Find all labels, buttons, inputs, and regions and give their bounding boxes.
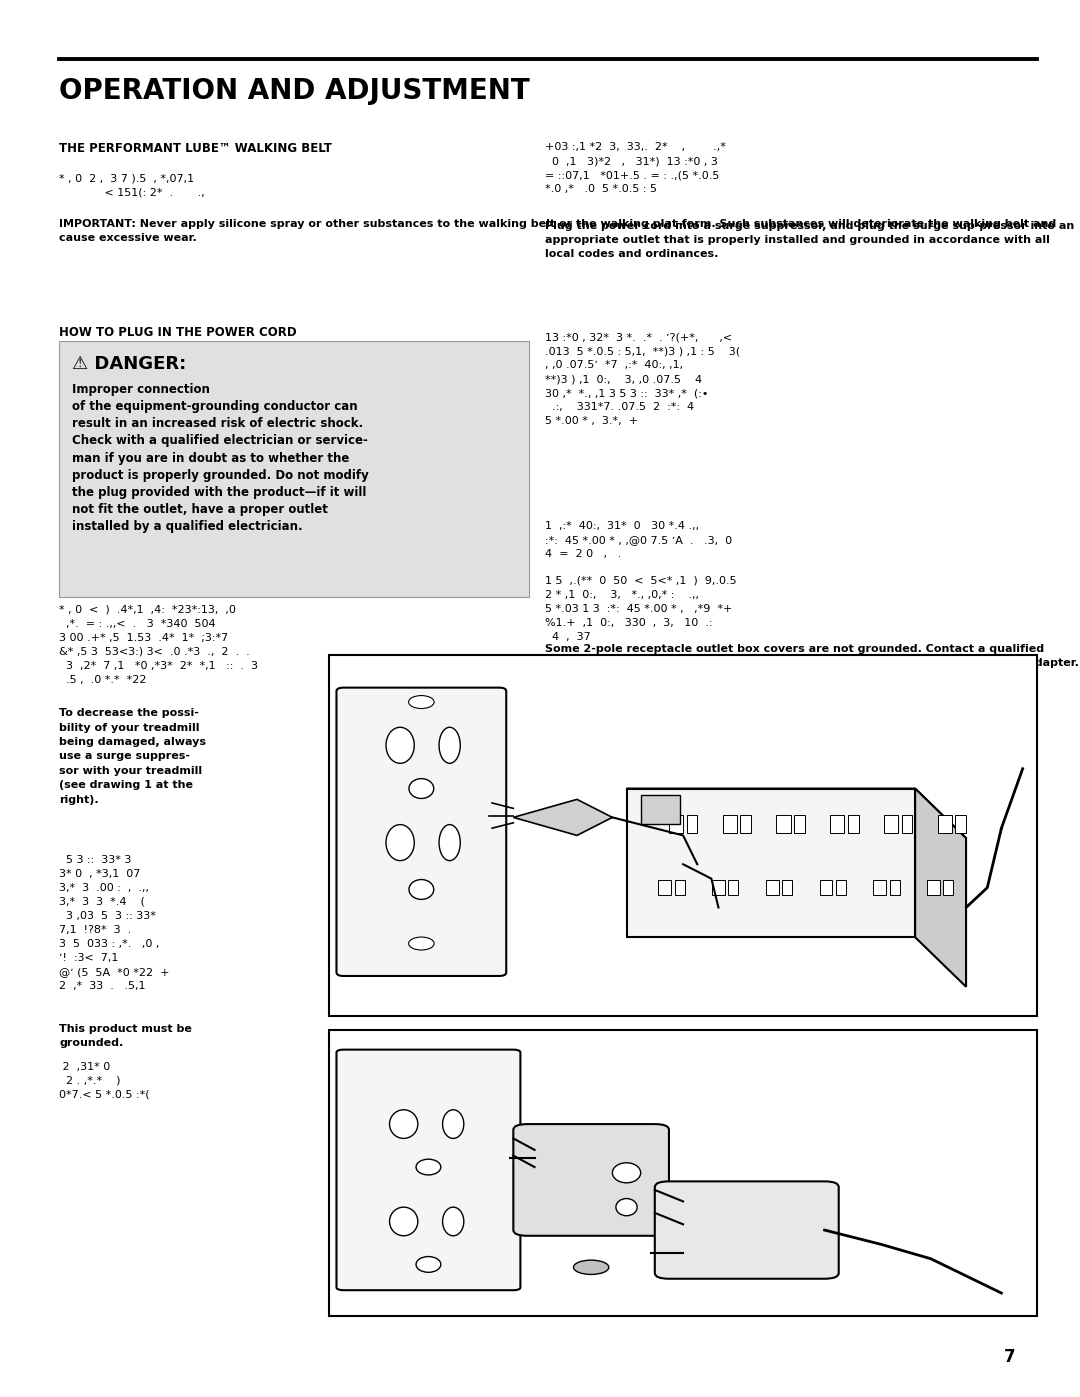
Text: * , 0  <  )  .4*,1  ,4:  *23*:13,  ,0
  ,*.  = : .,,<  .   3  *340  504
3 00 .+*: * , 0 < ) .4*,1 ,4: *23*:13, ,0 ,*. = : … <box>59 605 258 685</box>
Text: * , 0  2 ,  3 7 ).5  , *,07,1
             < 151(: 2*  .       .,: * , 0 2 , 3 7 ).5 , *,07,1 < 151(: 2* . … <box>59 173 205 197</box>
Text: 2  ,31* 0
  2 . ,*.*    )
0*7.< 5 *.0.5 :*(: 2 ,31* 0 2 . ,*.* ) 0*7.< 5 *.0.5 :*( <box>59 1062 150 1099</box>
Text: ': ' <box>335 662 338 672</box>
Text: +03 :,1 *2  3,  33,.  2*    ,        .,*
  0  ,1   3)*2   ,   31*)  13 :*0 , 3
=: +03 :,1 *2 3, 33,. 2* , .,* 0 ,1 3)*2 , … <box>545 142 726 194</box>
Text: 5: 5 <box>387 1208 393 1218</box>
Text: 0   *7  *0: 0 *7 *0 <box>794 680 840 690</box>
Bar <box>329 1030 1037 1316</box>
Text: *.0.5  .: *.0.5 . <box>697 761 731 771</box>
Text: 7: 7 <box>1003 1348 1015 1366</box>
Text: * .0.5  5: * .0.5 5 <box>551 1104 592 1113</box>
Text: To decrease the possi-
bility of your treadmill
being damaged, always
use a surg: To decrease the possi- bility of your tr… <box>59 708 206 805</box>
Text: IMPORTANT: Never apply silicone spray or other substances to the walking belt or: IMPORTANT: Never apply silicone spray or… <box>59 219 1056 243</box>
Text: THE PERFORMANT LUBE™ WALKING BELT: THE PERFORMANT LUBE™ WALKING BELT <box>59 142 333 155</box>
FancyBboxPatch shape <box>59 341 529 597</box>
Text: * .0.5  .: * .0.5 . <box>432 698 470 708</box>
Text: 1 5  ,.(**  0  50  <  5<* ,1  )  9,.0.5
2 * ,1  0:,    3,   *., ,0,* :    .,,
5 : 1 5 ,.(** 0 50 < 5<* ,1 ) 9,.0.5 2 * ,1 … <box>545 576 737 641</box>
Text: HOW TO PLUG IN THE POWER CORD: HOW TO PLUG IN THE POWER CORD <box>59 326 297 338</box>
Text: ⚠ DANGER:: ⚠ DANGER: <box>72 355 193 373</box>
Text: 5 3 ::  33* 3
3* 0  , *3,1  07
3,*  3  .00 :  ,  .,,
3,*  3  3  *.4    (
  3 ,03: 5 3 :: 33* 3 3* 0 , *3,1 07 3,* 3 .00 : … <box>59 855 170 990</box>
Text: This product must be
grounded.: This product must be grounded. <box>59 1024 192 1048</box>
Text: Some 2-pole receptacle outlet box covers are not grounded. Contact a qualified e: Some 2-pole receptacle outlet box covers… <box>545 644 1079 668</box>
Text: 1  ,:*  40:,  31*  0   30 *.4 .,,
:*:  45 *.00 * , ,@0 7.5 ʼA  .   .3,  0
4  =  : 1 ,:* 40:, 31* 0 30 *.4 .,, :*: 45 *.00 … <box>545 521 732 559</box>
Bar <box>329 655 1037 1016</box>
Text: * .0.5  .: * .0.5 . <box>427 1087 464 1097</box>
Text: 13 :*0 , 32*  3 *.  .*  . ʼ?(+*,      ,<
.013  5 *.0.5 : 5,1,  **)3 ) ,1 : 5    : 13 :*0 , 32* 3 *. .* . ʼ?(+*, ,< .013 5 … <box>545 332 741 426</box>
Text: *.0.5  5: *.0.5 5 <box>702 726 740 736</box>
Text: Plug the power cord into a surge suppressor, and plug the surge sup-pressor into: Plug the power cord into a surge suppres… <box>545 221 1075 258</box>
Text: 0 :,: 0 :, <box>491 1062 509 1071</box>
Text: * .00  , ,: * .00 , , <box>416 978 457 988</box>
Text: * .00  , , *9: * .00 , , *9 <box>427 666 483 676</box>
Text: * .0.5  5: * .0.5 5 <box>551 715 592 725</box>
Text: OPERATION AND ADJUSTMENT: OPERATION AND ADJUSTMENT <box>59 77 530 105</box>
Text: ,  7: , 7 <box>378 1267 394 1277</box>
Text: Improper connection
of the equipment-grounding conductor can
result in an increa: Improper connection of the equipment-gro… <box>72 383 369 534</box>
Text: 5   ::  33*: 5 :: 33* <box>767 1118 815 1127</box>
Text: * .00  , , *9: * .00 , , *9 <box>424 1039 481 1049</box>
